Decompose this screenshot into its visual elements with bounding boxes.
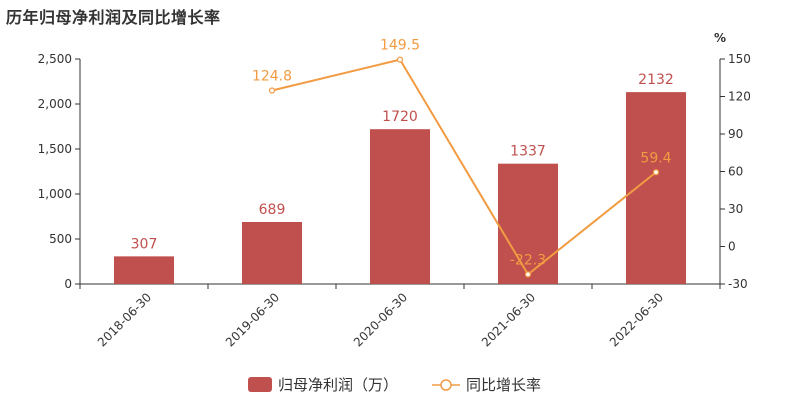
y-right-unit-label: %: [714, 31, 726, 45]
x-tick-label: 2018-06-30: [95, 290, 154, 349]
x-tick-label: 2021-06-30: [479, 290, 538, 349]
bar-data-label: 1337: [510, 144, 546, 160]
growth-data-label: -22.3: [510, 252, 546, 268]
y-left-tick-label: 2,500: [38, 52, 72, 66]
chart-title: 历年归母净利润及同比增长率: [6, 8, 221, 27]
y-left-tick-label: 500: [49, 232, 72, 246]
growth-point[interactable]: [268, 87, 276, 94]
y-right-tick-label: 60: [728, 165, 743, 179]
legend-line-marker[interactable]: [440, 379, 452, 391]
y-left-tick-label: 1,000: [38, 187, 72, 201]
growth-point[interactable]: [524, 271, 532, 278]
y-right-tick-label: 120: [728, 90, 751, 104]
bar-data-label: 689: [259, 202, 286, 218]
bars: 307 689 1720 1337 2132: [114, 72, 686, 285]
growth-data-label: 59.4: [640, 150, 671, 166]
y-right-tick-label: 30: [728, 202, 743, 216]
growth-point[interactable]: [396, 56, 404, 63]
legend-line-label[interactable]: 同比增长率: [466, 376, 541, 394]
legend-bar-label[interactable]: 归母净利润（万）: [278, 376, 398, 394]
bar-data-label: 2132: [638, 72, 674, 88]
legend[interactable]: 归母净利润（万） 同比增长率: [248, 376, 541, 394]
bar[interactable]: [370, 129, 430, 284]
bar[interactable]: [242, 221, 302, 284]
y-left-tick-label: 1,500: [38, 142, 72, 156]
growth-data-label: 149.5: [380, 38, 420, 54]
growth-point[interactable]: [652, 169, 660, 176]
y-right-tick-label: 0: [728, 240, 736, 254]
legend-bar-swatch[interactable]: [248, 377, 272, 392]
bar[interactable]: [114, 256, 174, 284]
x-tick-label: 2020-06-30: [351, 290, 410, 349]
y-right-tick-label: 90: [728, 127, 743, 141]
y-right-tick-label: -30: [728, 277, 748, 291]
y-left-tick-label: 0: [64, 277, 72, 291]
growth-data-label: 124.8: [252, 69, 292, 85]
growth-line: 124.8 149.5 -22.3 59.4: [252, 38, 672, 278]
growth-line-path: [271, 58, 657, 276]
bar-data-label: 1720: [382, 109, 418, 125]
x-tick-label: 2019-06-30: [223, 290, 282, 349]
bar[interactable]: [498, 163, 558, 284]
y-left-tick-label: 2,000: [38, 97, 72, 111]
bar-data-label: 307: [131, 236, 158, 252]
y-right-tick-label: 150: [728, 52, 751, 66]
x-tick-label: 2022-06-30: [607, 290, 666, 349]
